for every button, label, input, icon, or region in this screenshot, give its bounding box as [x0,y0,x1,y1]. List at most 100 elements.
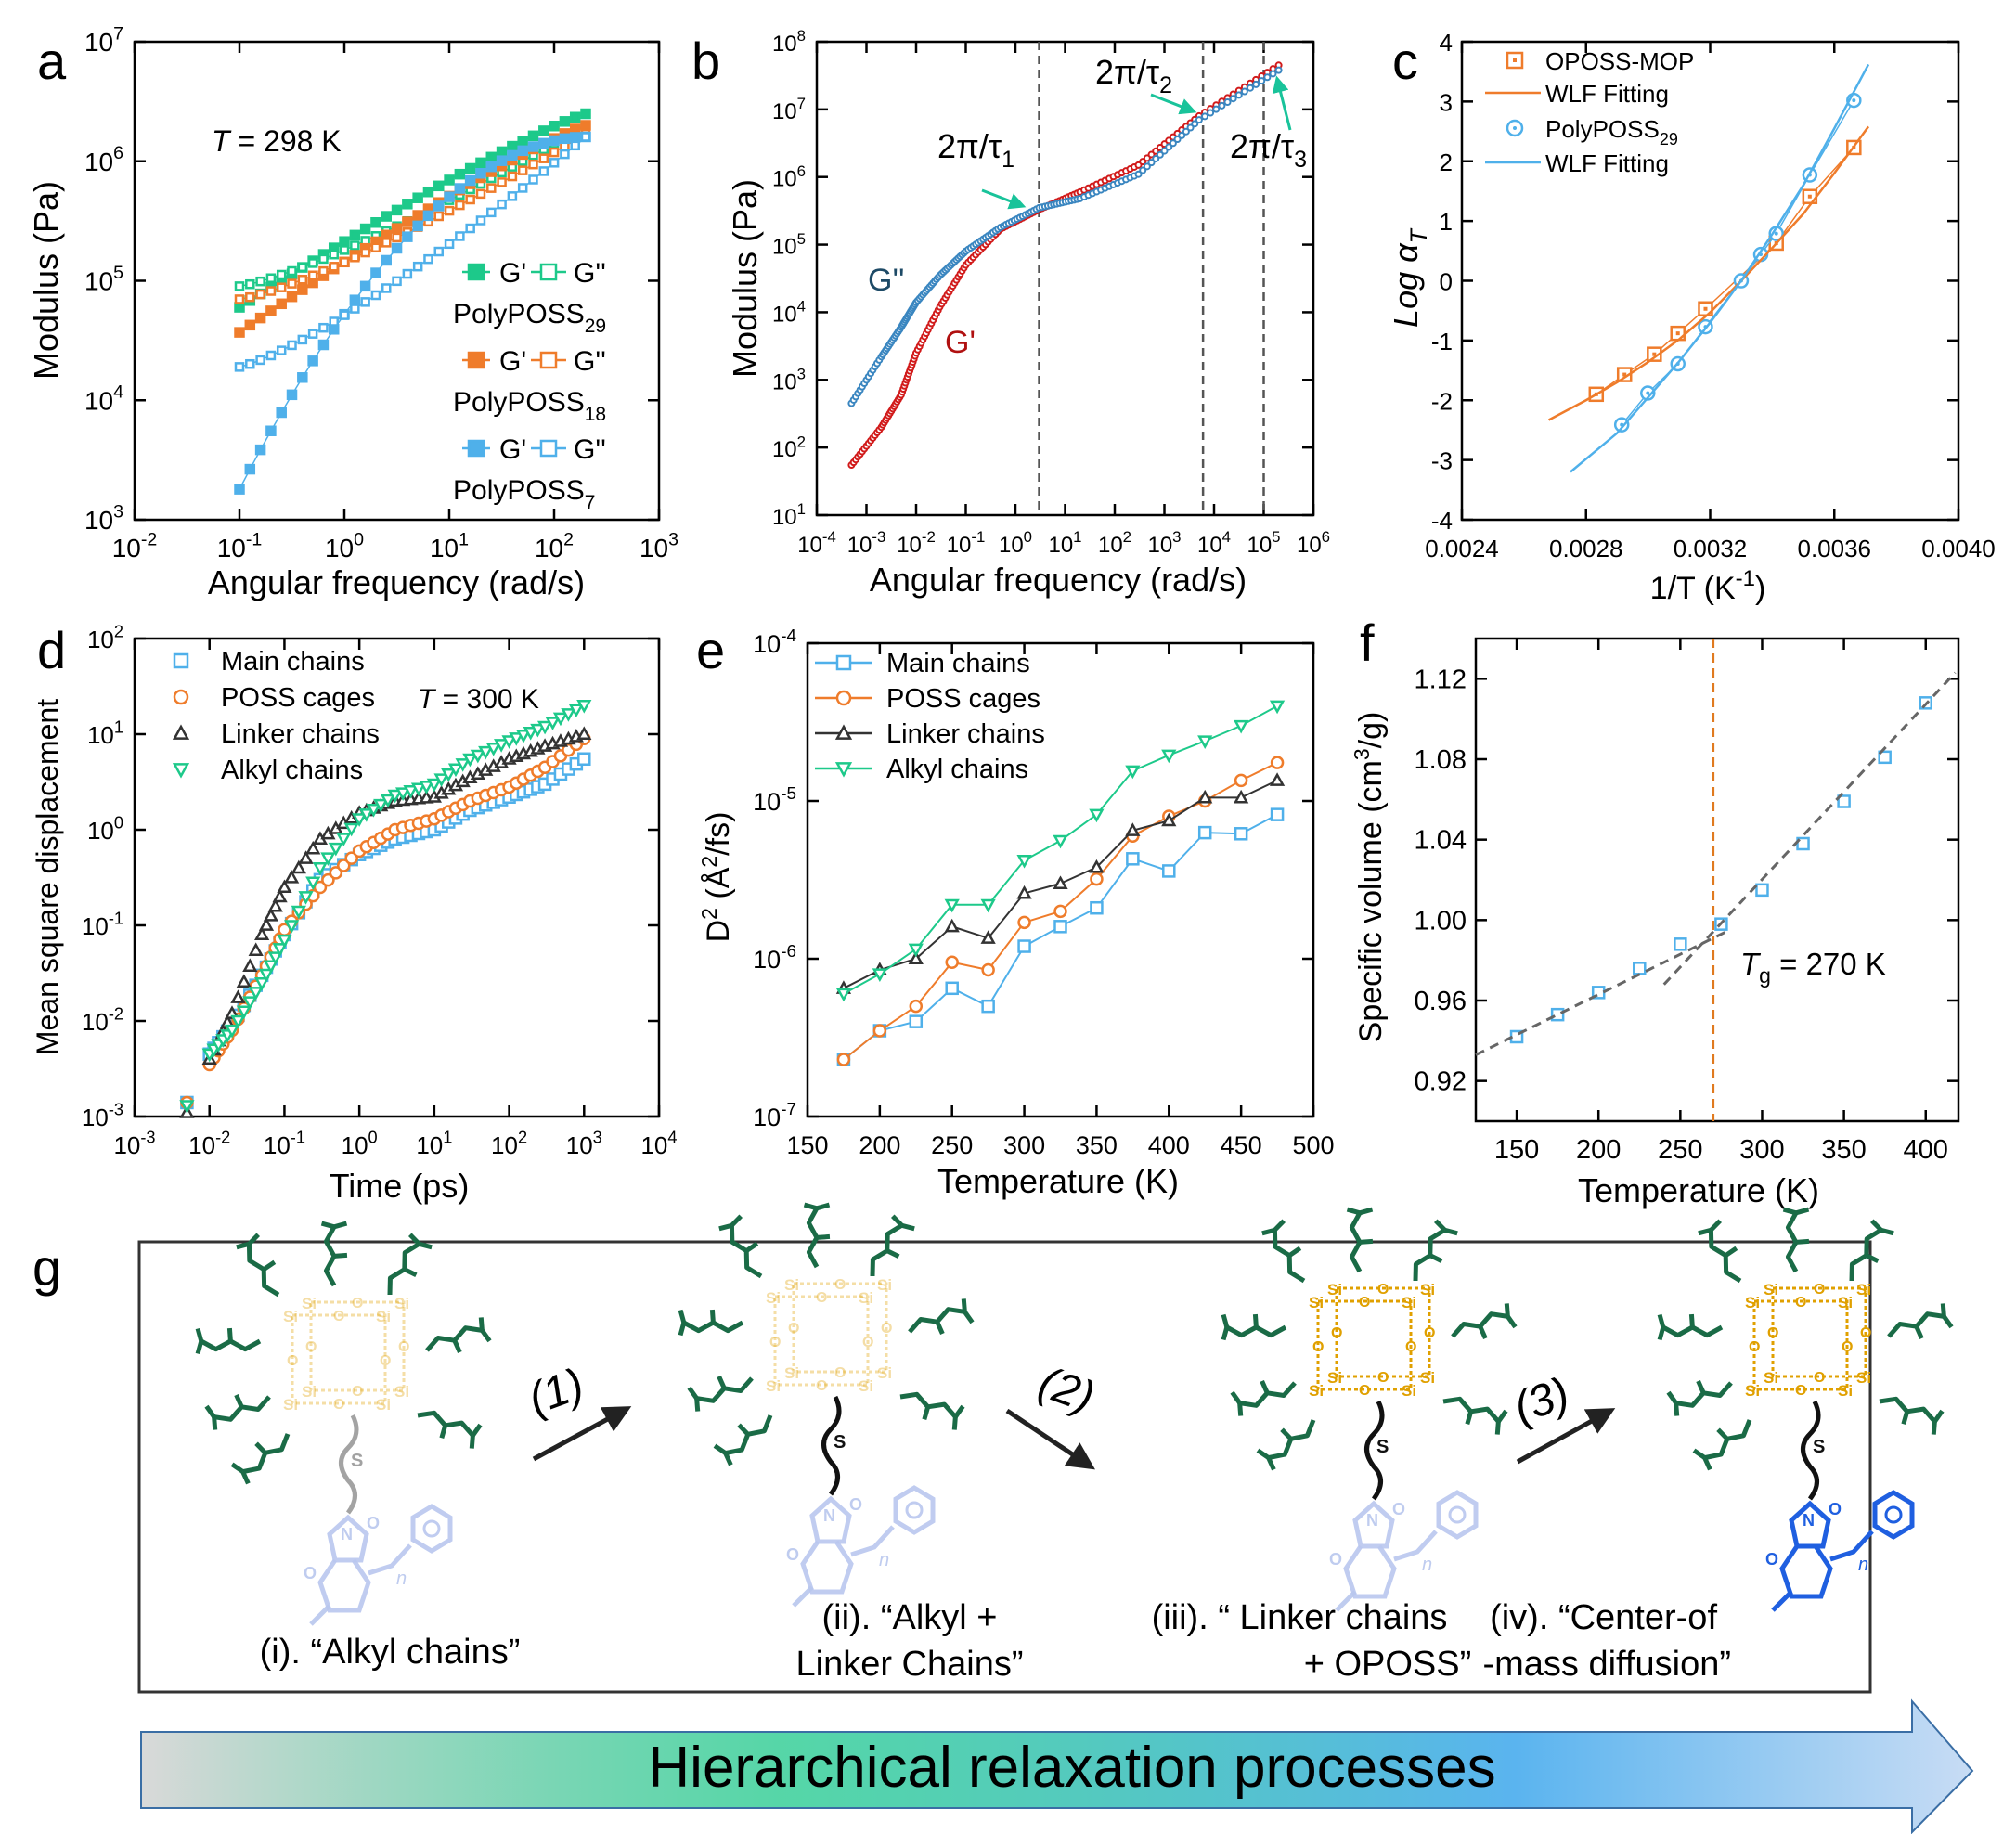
y-tick-label: 104 [84,382,123,416]
plot-frame [1474,637,1960,1123]
data-point-G [1258,77,1266,85]
nitrogen-atom-label: N [1803,1511,1815,1530]
legend-marker-center [1513,126,1517,130]
data-point-PolyPOSS29G [517,136,528,147]
cyclopentane-ring [800,1540,854,1595]
data-point-PolyPOSS29G [569,111,581,123]
data-point-PolyPOSS18G [455,200,465,211]
data-point-Alkylchains [312,861,329,876]
series-line-Alkylchains [843,704,1278,995]
silicon-atom-label: Si [784,1364,799,1382]
x-tick-label: 350 [1821,1135,1866,1165]
alkyl-branch [1443,1227,1458,1236]
data-point-Alkylchains [470,749,485,764]
data-point-PolyPOSS7G [381,254,392,266]
data-point-PolyPOSS7G [475,168,486,179]
legend-marker-open [539,439,558,458]
alkyl-branch [1496,1409,1508,1424]
alkyl-branch [262,1259,277,1272]
relaxation-label-1: 2π/τ1 [937,127,1014,173]
y-tick-label: 102 [87,622,123,653]
alkyl-branch [1478,1325,1488,1339]
oxygen-atom-label: O [1814,1370,1825,1386]
y-tick-label: 1 [1440,208,1453,236]
data-point-PolyPOSS18G [538,153,549,163]
y-tick-label: 107 [84,23,123,57]
data-point-PolyPOSS7G [286,389,298,401]
alkyl-branch [1688,1313,1695,1328]
alkyl-branch [723,1452,733,1466]
data-point-PolyPOSS7G [329,316,339,327]
data-point-Linkerchains [1125,822,1141,836]
data-point-Alkylchains [536,720,553,735]
alkyl-branch [1931,1421,1937,1435]
linker-chain [1364,1400,1385,1501]
oxygen-atom-label: O [1424,1325,1435,1341]
x-tick-label: 0.0040 [1921,535,1996,562]
alkyl-branch [1869,1219,1883,1233]
alkyl-branch [1252,1313,1259,1328]
alkyl-branch [234,1394,244,1408]
panel-label-f: f [1360,613,1375,672]
chart-c: 0.0024 0.0028 0.0032 0.0036 0.0040 -4 -3 -2 -1 0 1… [1387,29,1996,606]
data-point-PolyPOSS7G [234,362,245,372]
data-point-PolyPOSS29G [527,130,539,142]
data-point-center [1703,306,1708,311]
silicon-atom-label: Si [859,1377,873,1395]
stage-caption-2-line-2: Linker Chains” [796,1645,1024,1684]
data-point-PolyPOSS18G [412,210,423,221]
y-tick-label: 1.04 [1415,826,1467,856]
data-point-PolyPOSS7G [307,355,318,367]
data-point-Linkerchains [254,926,270,941]
legend-label: WLF Fitting [1545,149,1669,177]
oxygen-atom-label: O [1795,1383,1806,1399]
alkyl-branch [204,1404,216,1419]
alkyl-branch [1709,1219,1723,1233]
oxygen-atom-label: O [786,1545,799,1564]
nitrogen-atom-label: N [823,1506,835,1525]
imide-ring [1352,1500,1395,1549]
x-tick-label: 106 [1297,528,1330,558]
data-point-Linkerchains [291,859,306,874]
oxygen-atom-label: O [1842,1339,1853,1355]
data-point-Linkerchains [284,870,300,884]
data-point-PolyPOSS7G [422,210,434,222]
repeat-unit-label: n [879,1550,889,1570]
oxygen-atom-label: O [1377,1370,1389,1386]
alkyl-branch [1657,1326,1666,1341]
data-point-PolyPOSS18G [286,291,298,303]
alkyl-branch [1273,1219,1286,1233]
silicon-atom-label: Si [1856,1369,1871,1387]
data-point-Alkylchains [336,833,352,846]
x-tick-label: 10-3 [113,1128,155,1159]
backbone [368,1543,412,1576]
oxygen-atom-label: O [333,1397,344,1413]
x-tick-label: 0.0032 [1674,535,1748,562]
stage-caption-4-line-2: -mass diffusion” [1482,1645,1731,1684]
data-point-PolyPOSS18G [329,262,339,272]
alkyl-branch [1657,1313,1666,1328]
data-point-G [1134,170,1143,178]
data-point-POSScages [1090,872,1104,886]
data-point-Alkylchains [1089,808,1105,823]
data-point-Alkylchains [298,891,314,905]
alkyl-branch [320,1221,335,1230]
data-point-G [1147,159,1156,167]
legend-gpp: G'' [574,258,606,289]
linker-chain [1801,1400,1821,1501]
data-point-Alkylchains [576,699,592,714]
data-point-PolyPOSS18G [475,188,486,200]
data-point-Mainchains [945,981,959,996]
data-point-PolyPOSS7G [245,358,255,369]
x-tick-label: 200 [859,1131,900,1159]
data-point-Alkylchains [230,1014,246,1029]
alkyl-branch [1266,1456,1276,1471]
relaxation-label-3: 2π/τ3 [1230,127,1307,173]
relaxation-arrow-1 [981,188,1027,210]
data-point-G [1156,150,1164,159]
data-point-PolyPOSS7G [412,261,423,272]
alkyl-branch [816,1233,831,1240]
repeat-unit-label: n [1422,1555,1432,1575]
x-tick-label: 0.0036 [1797,535,1871,562]
